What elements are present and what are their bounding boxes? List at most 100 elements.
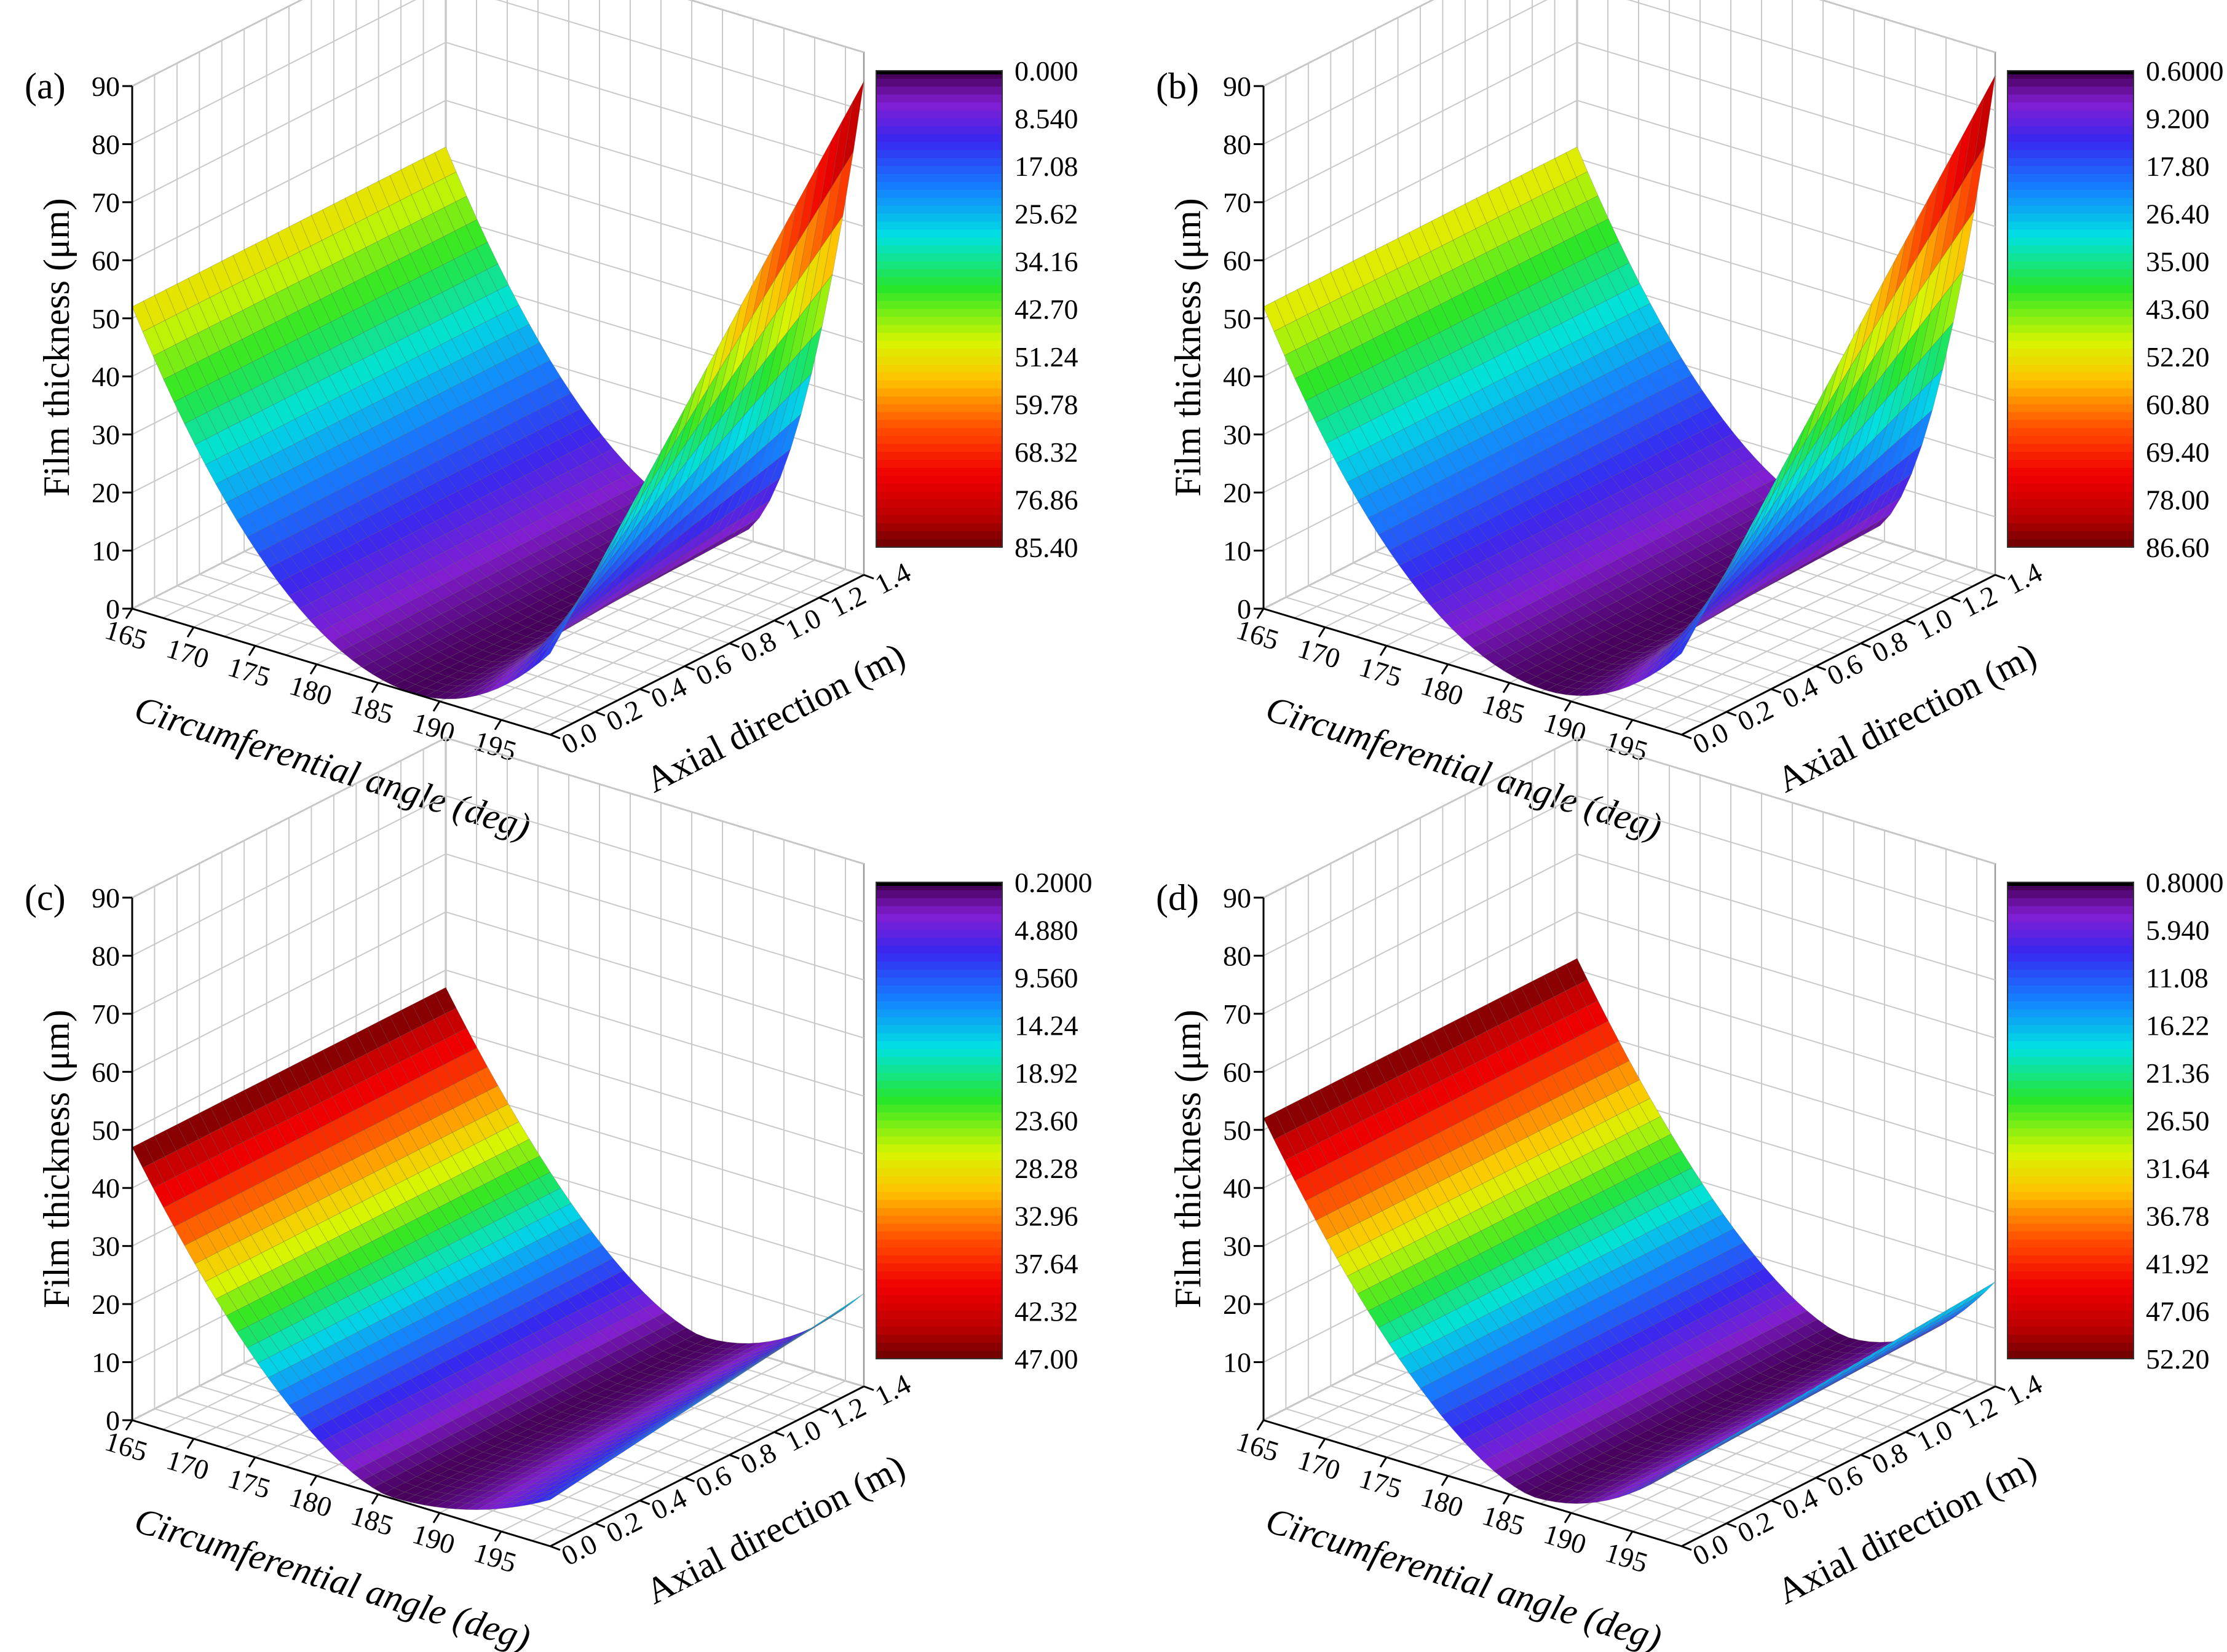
colorbar-swatch: [2007, 166, 2134, 175]
y-tick-label: 0.6: [690, 1459, 736, 1503]
colorbar-tick-label: 86.60: [2146, 532, 2210, 563]
surface-cell: [651, 429, 674, 480]
colorbar-swatch: [2007, 475, 2134, 484]
colorbar-tick-label: 69.40: [2146, 437, 2210, 468]
x-tick-label: 165: [101, 614, 151, 656]
colorbar-swatch: [876, 1001, 1002, 1010]
colorbar-swatch: [876, 1080, 1002, 1089]
colorbar-swatch: [2007, 293, 2134, 302]
colorbar-swatch: [2007, 158, 2134, 167]
surface: [1263, 958, 1996, 1504]
colorbar-swatch: [2007, 261, 2134, 270]
colorbar-swatch: [876, 1088, 1002, 1097]
x-tick-mark: [1256, 608, 1265, 619]
colorbar-tick-label: 76.86: [1015, 484, 1078, 516]
y-tick-mark: [550, 733, 561, 740]
colorbar-swatch: [876, 229, 1002, 239]
surface-cell: [550, 612, 573, 644]
colorbar-swatch: [876, 158, 1002, 167]
y-tick-label: 1.0: [1912, 602, 1957, 646]
z-tick-label: 60: [1223, 245, 1251, 276]
colorbar-swatch: [876, 364, 1002, 373]
surface-cell: [584, 551, 607, 590]
colorbar-swatch: [2007, 229, 2134, 239]
colorbar-swatch: [876, 181, 1002, 191]
colorbar-top-edge: [876, 71, 1002, 74]
x-tick-label: 185: [1479, 688, 1529, 730]
colorbar-swatch: [2007, 420, 2134, 429]
y-tick-label: 0.4: [646, 671, 691, 715]
x-tick-mark: [432, 1512, 441, 1524]
colorbar-swatch: [2007, 253, 2134, 262]
colorbar-tick-label: 47.00: [1015, 1343, 1078, 1375]
colorbar-swatch: [2007, 142, 2134, 151]
colorbar-swatch: [876, 1160, 1002, 1169]
x-tick-label: 190: [409, 706, 459, 749]
colorbar-swatch: [2007, 213, 2134, 223]
colorbar-swatch: [876, 1279, 1002, 1288]
surface-cell: [831, 101, 853, 188]
x-tick-mark: [371, 682, 379, 694]
colorbar-swatch: [876, 317, 1002, 326]
colorbar-swatch: [876, 985, 1002, 994]
colorbar-swatch: [876, 531, 1002, 540]
colorbar-swatch: [2007, 444, 2134, 453]
grid-line-z: [132, 41, 864, 203]
colorbar-swatch: [876, 938, 1002, 947]
panel-label: (b): [1156, 66, 1199, 106]
colorbar-swatch: [2007, 86, 2134, 95]
colorbar-swatch: [876, 357, 1002, 365]
colorbar-tick-label: 4.880: [1015, 915, 1078, 946]
y-tick-label: 1.0: [780, 1413, 826, 1458]
colorbar-swatch: [2007, 277, 2134, 286]
colorbar-swatch: [2007, 189, 2134, 199]
colorbar-swatch: [2007, 372, 2134, 381]
surface-cell: [842, 81, 864, 170]
colorbar-swatch: [876, 1311, 1002, 1320]
z-axis-title: Film thickness (μm): [1168, 198, 1208, 496]
colorbar-swatch: [876, 1192, 1002, 1201]
colorbar-swatch: [876, 404, 1002, 413]
surface-cell: [752, 244, 775, 316]
surface: [1263, 75, 1996, 696]
colorbar-swatch: [876, 245, 1002, 255]
colorbar-swatch: [2007, 507, 2134, 516]
colorbar-swatch: [876, 978, 1002, 986]
colorbar-tick-label: 60.80: [2146, 389, 2210, 421]
colorbar-swatch: [876, 436, 1002, 445]
colorbar-swatch: [876, 1351, 1002, 1359]
y-tick-label: 0.6: [1822, 647, 1867, 692]
colorbar-swatch: [876, 285, 1002, 294]
colorbar-swatch: [876, 1176, 1002, 1185]
surface-cell: [674, 387, 697, 444]
colorbar-swatch: [2007, 173, 2134, 183]
colorbar: 0.20004.8809.56014.2418.9223.6028.2832.9…: [876, 867, 1093, 1375]
grid-line-z: [1263, 911, 1996, 1073]
colorbar-swatch: [876, 475, 1002, 484]
y-tick-label: 1.2: [1956, 579, 2002, 623]
surface-cell: [640, 449, 663, 499]
z-tick-label: 40: [92, 361, 120, 392]
colorbar-swatch: [876, 333, 1002, 342]
z-tick-label: 20: [92, 1289, 120, 1320]
colorbar-swatch: [2007, 531, 2134, 540]
colorbar-swatch: [2007, 150, 2134, 159]
colorbar-swatch: [2007, 523, 2134, 532]
colorbar-swatch: [876, 1239, 1002, 1249]
colorbar-tick-label: 23.60: [1015, 1105, 1078, 1137]
colorbar-swatch: [876, 930, 1002, 939]
colorbar-tick-label: 26.40: [2146, 199, 2210, 230]
colorbar-swatch: [876, 1033, 1002, 1042]
colorbar-swatch: [876, 126, 1002, 135]
surface-cell: [763, 224, 786, 298]
x-tick-mark: [125, 608, 133, 619]
colorbar-swatch: [2007, 301, 2134, 310]
colorbar-swatch: [876, 890, 1002, 899]
colorbar-swatch: [2007, 388, 2134, 397]
grid-line-z: [132, 911, 864, 1073]
colorbar-tick-label: 0.2000: [1015, 867, 1093, 898]
colorbar-swatch: [876, 1319, 1002, 1328]
z-tick-label: 50: [1223, 303, 1251, 334]
